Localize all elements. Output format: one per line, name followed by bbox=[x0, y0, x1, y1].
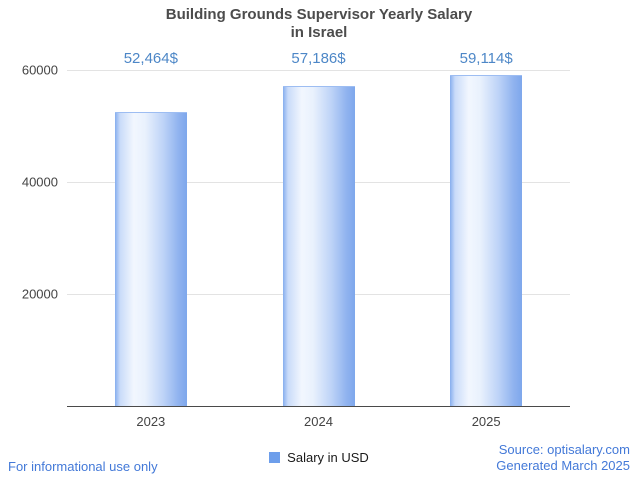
plot-area: 20000 40000 60000 52,464$ 2023 57,186$ 2024 59,… bbox=[22, 50, 570, 429]
y-tick-label: 20000 bbox=[21, 286, 58, 302]
bar-2025[interactable] bbox=[450, 74, 523, 406]
generated-date: Generated March 2025 bbox=[496, 458, 630, 473]
footer-source-block: Source: optisalary.com Generated March 2… bbox=[496, 442, 630, 474]
chart-title-line2: in Israel bbox=[290, 24, 348, 41]
y-tick-label: 40000 bbox=[21, 174, 58, 190]
chart-title-line1: Building Grounds Supervisor Yearly Salar… bbox=[165, 6, 473, 23]
bar-value-label: 59,114$ bbox=[459, 50, 513, 67]
legend: Salary in USD bbox=[0, 450, 638, 465]
chart-title: Building Grounds Supervisor Yearly Salar… bbox=[0, 6, 638, 42]
bar-value-label: 57,186$ bbox=[291, 50, 346, 67]
x-tick-label: 2025 bbox=[471, 414, 501, 429]
footer-disclaimer: For informational use only bbox=[8, 459, 158, 474]
bar-2024[interactable] bbox=[282, 85, 355, 406]
gridline bbox=[67, 70, 570, 71]
x-tick-label: 2024 bbox=[304, 414, 333, 429]
bar-2023[interactable] bbox=[114, 112, 187, 406]
y-tick-label: 60000 bbox=[21, 62, 58, 78]
bar-value-label: 52,464$ bbox=[123, 50, 178, 67]
legend-label: Salary in USD bbox=[287, 450, 369, 465]
source-link[interactable]: Source: optisalary.com bbox=[498, 442, 630, 457]
x-tick-label: 2023 bbox=[136, 414, 166, 429]
legend-marker-icon bbox=[269, 452, 281, 463]
